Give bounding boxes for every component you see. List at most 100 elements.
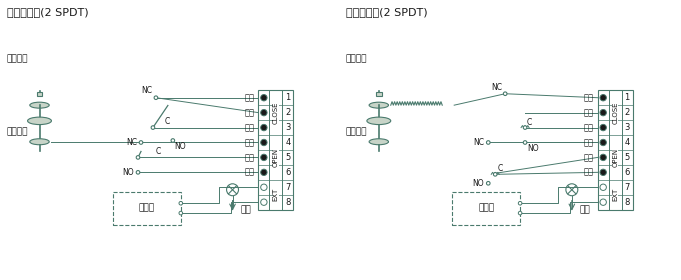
Bar [452, 192, 520, 225]
Text: 顶部开关: 顶部开关 [346, 54, 368, 63]
Text: 电磁阀: 电磁阀 [478, 204, 494, 213]
Text: NC: NC [126, 138, 137, 147]
Text: C: C [497, 164, 503, 173]
Circle shape [261, 169, 267, 176]
Text: NO: NO [527, 144, 539, 153]
Text: NC: NC [491, 83, 502, 92]
Circle shape [600, 154, 606, 161]
Circle shape [151, 126, 155, 129]
Bar [113, 192, 180, 225]
Text: 5: 5 [624, 153, 630, 162]
Circle shape [486, 181, 490, 185]
Text: EXT: EXT [273, 188, 279, 201]
Text: 接近式开关(2 SPDT): 接近式开关(2 SPDT) [346, 7, 428, 17]
Circle shape [600, 184, 606, 190]
Circle shape [261, 124, 267, 131]
Text: 3: 3 [285, 123, 291, 132]
Text: 蓝色: 蓝色 [584, 123, 594, 132]
Ellipse shape [30, 102, 49, 108]
Circle shape [494, 172, 497, 176]
Ellipse shape [369, 102, 389, 108]
Text: 5: 5 [285, 153, 290, 162]
Circle shape [261, 95, 267, 101]
Text: 1: 1 [624, 93, 630, 102]
Text: 7: 7 [285, 183, 291, 192]
Circle shape [261, 154, 267, 161]
Text: 机械式开关(2 SPDT): 机械式开关(2 SPDT) [7, 7, 89, 17]
Bar [376, 92, 382, 96]
Text: 8: 8 [624, 198, 630, 207]
Text: NO: NO [174, 143, 185, 151]
Circle shape [518, 211, 522, 215]
Text: 接地: 接地 [240, 205, 251, 214]
Circle shape [523, 141, 527, 144]
Circle shape [154, 96, 158, 99]
Text: NO: NO [123, 168, 134, 177]
Circle shape [518, 201, 522, 205]
Text: 黄色: 黄色 [584, 138, 594, 147]
Text: EXT: EXT [612, 188, 618, 201]
Text: 接地: 接地 [580, 205, 590, 214]
Bar [598, 90, 633, 210]
Text: NC: NC [473, 138, 484, 147]
Text: 6: 6 [624, 168, 630, 177]
Text: 棕色: 棕色 [244, 168, 255, 177]
Text: 底部开关: 底部开关 [7, 127, 28, 137]
Circle shape [503, 92, 507, 95]
Circle shape [136, 171, 140, 174]
Circle shape [600, 169, 606, 176]
Text: OPEN: OPEN [273, 148, 279, 167]
Text: 底部开关: 底部开关 [346, 127, 368, 137]
Ellipse shape [367, 117, 391, 125]
Text: 白色: 白色 [244, 153, 255, 162]
Bar [258, 90, 294, 210]
Text: 2: 2 [624, 108, 630, 117]
Text: 蓝色: 蓝色 [244, 123, 255, 132]
Circle shape [179, 211, 183, 215]
Text: 黄色: 黄色 [244, 138, 255, 147]
Text: 8: 8 [285, 198, 291, 207]
Text: 顶部开关: 顶部开关 [7, 54, 28, 63]
Text: 2: 2 [285, 108, 290, 117]
Text: 4: 4 [624, 138, 630, 147]
Circle shape [261, 199, 267, 205]
Circle shape [261, 139, 267, 146]
Circle shape [136, 156, 140, 159]
Text: CLOSE: CLOSE [273, 101, 279, 124]
Circle shape [486, 141, 490, 144]
Text: 红色: 红色 [584, 93, 594, 102]
Circle shape [261, 109, 267, 116]
Circle shape [600, 139, 606, 146]
Text: NO: NO [473, 179, 484, 188]
Circle shape [600, 109, 606, 116]
Circle shape [261, 184, 267, 190]
Circle shape [171, 139, 174, 142]
Text: 黑色: 黑色 [244, 108, 255, 117]
Text: 6: 6 [285, 168, 291, 177]
Text: NC: NC [141, 86, 152, 95]
Circle shape [179, 201, 183, 205]
Text: 1: 1 [285, 93, 290, 102]
Text: CLOSE: CLOSE [612, 101, 618, 124]
Text: 7: 7 [624, 183, 630, 192]
Bar [37, 92, 42, 96]
Text: C: C [165, 116, 170, 125]
Circle shape [600, 199, 606, 205]
Text: OPEN: OPEN [612, 148, 618, 167]
Circle shape [600, 124, 606, 131]
Text: 黑色: 黑色 [584, 108, 594, 117]
Text: 棕色: 棕色 [584, 168, 594, 177]
Text: 4: 4 [285, 138, 290, 147]
Text: 红色: 红色 [244, 93, 255, 102]
Circle shape [139, 141, 143, 144]
Text: 白色: 白色 [584, 153, 594, 162]
Text: 电磁阀: 电磁阀 [139, 204, 155, 213]
Ellipse shape [27, 117, 52, 125]
Ellipse shape [30, 139, 49, 145]
Circle shape [600, 95, 606, 101]
Text: 3: 3 [624, 123, 630, 132]
Ellipse shape [369, 139, 389, 145]
Text: C: C [156, 147, 161, 157]
Circle shape [523, 126, 527, 129]
Text: C: C [527, 118, 533, 127]
